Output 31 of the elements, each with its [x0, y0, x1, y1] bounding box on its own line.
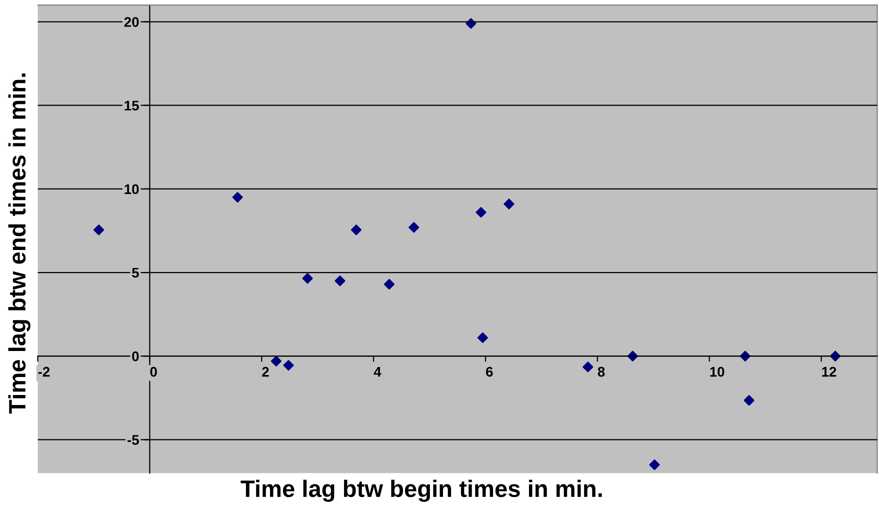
x-tick-label: -2 [38, 366, 50, 377]
point [477, 332, 488, 344]
y-tick-label: 15 [124, 100, 139, 111]
y-tick-label: 5 [132, 268, 139, 278]
x-tick-label: 4 [374, 367, 382, 377]
point [350, 224, 362, 236]
x-tick-label: 12 [822, 366, 836, 377]
point [334, 276, 346, 286]
y-axis-title: Time lag btw end times in min. [8, 73, 30, 414]
x-axis-title: Time lag btw begin times in min. [240, 480, 602, 502]
x-tick-label: 6 [486, 366, 493, 377]
point [302, 273, 313, 284]
point [384, 278, 395, 290]
point [744, 395, 754, 406]
point [283, 360, 294, 371]
y-tick-label: 0 [132, 351, 139, 362]
x-tick-label: 8 [598, 366, 605, 377]
point [649, 459, 660, 470]
x-tick-label: 0 [150, 366, 157, 377]
y-tick-label: 10 [124, 184, 139, 194]
x-tick-label: 10 [710, 366, 724, 377]
y-tick-label: -5 [128, 435, 139, 445]
point [504, 198, 514, 210]
x-tick-label: 2 [262, 366, 269, 377]
point [232, 192, 243, 203]
point [582, 362, 594, 372]
y-tick-label: 20 [124, 17, 139, 27]
point [408, 222, 420, 233]
point [476, 207, 486, 218]
point [93, 224, 104, 236]
point [270, 356, 282, 366]
